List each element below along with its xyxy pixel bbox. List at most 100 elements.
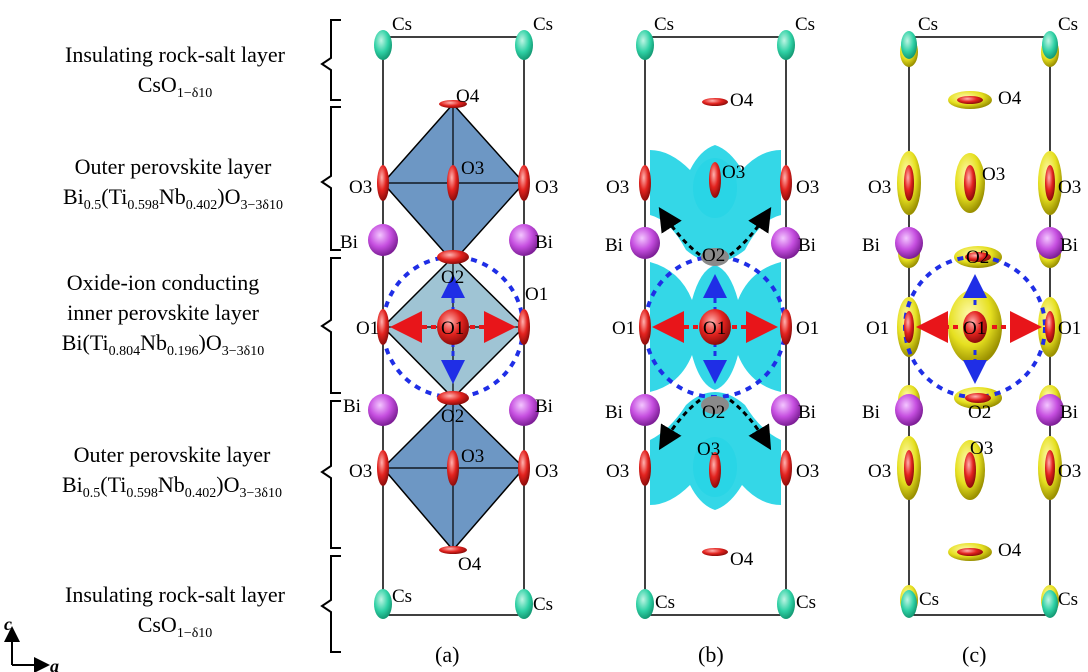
o3-atom: [964, 452, 976, 488]
atom-label: O3: [697, 439, 720, 460]
atom-label: O3: [461, 158, 484, 179]
o3-atom: [377, 165, 389, 201]
layer-name: Insulating rock-salt layer: [65, 582, 285, 607]
axis-c-label: c: [4, 614, 12, 634]
atom-label: O1: [1058, 318, 1081, 339]
o3-atom: [518, 165, 530, 201]
o2-atom: [965, 252, 991, 262]
bracket-inner: [320, 257, 341, 394]
atom-label: O3: [606, 177, 629, 198]
cs-atom: [901, 31, 917, 59]
o1-atom: [639, 309, 651, 345]
cs-atom: [1042, 31, 1058, 59]
bi-atom: [1036, 227, 1064, 259]
atom-label: Bi: [862, 402, 880, 423]
o2-atom: [701, 396, 729, 414]
o4-atom: [957, 96, 983, 104]
o2-atom: [701, 248, 729, 266]
o4-atom: [439, 546, 467, 554]
atom-label: O1: [441, 318, 464, 339]
atom-label: O4: [730, 90, 754, 111]
atom-label: Bi: [862, 235, 880, 256]
layer-formula: Bi0.5(Ti0.598Nb0.402)O3−3δ10: [62, 184, 283, 213]
atom-label: O1: [612, 318, 635, 339]
layer-label-outer-bottom: Outer perovskite layer Bi0.5(Ti0.598Nb0.…: [4, 440, 340, 509]
o3-atom: [447, 450, 459, 486]
atom-label: Cs: [918, 14, 938, 35]
bi-atom: [1036, 394, 1064, 426]
cs-atom: [901, 590, 917, 618]
o3-atom: [904, 450, 914, 486]
atom-label: Bi: [1060, 402, 1078, 423]
o2-atom: [965, 393, 991, 403]
layer-formula: CsO1−δ10: [137, 72, 213, 101]
o3-atom: [780, 165, 792, 201]
atom-label: O4: [730, 549, 754, 570]
layer-name: Insulating rock-salt layer: [65, 42, 285, 67]
bracket-outer-bottom: [320, 400, 341, 549]
layer-name: Outer perovskite layer: [73, 442, 271, 467]
atom-label: O4: [998, 88, 1022, 109]
o3-atom: [639, 165, 651, 201]
atom-label: O1: [356, 318, 379, 339]
layer-name: Oxide-ion conducting: [66, 270, 260, 295]
layer-label-rocksalt-top: Insulating rock-salt layer CsO1−δ10: [20, 40, 330, 109]
layer-name: Outer perovskite layer: [74, 154, 272, 179]
cs-atom: [636, 30, 654, 60]
o3-atom: [904, 165, 914, 201]
atom-label: O3: [722, 162, 745, 183]
atom-label: O3: [461, 446, 484, 467]
layer-brackets: [320, 19, 341, 653]
atom-label: Bi: [535, 232, 553, 253]
layer-formula: CsO1−δ10: [137, 612, 213, 641]
o1-atom: [904, 311, 914, 343]
panel-label-c: (c): [962, 642, 986, 667]
atom-label: O1: [796, 318, 819, 339]
atom-label: Bi: [798, 235, 816, 256]
atom-label: Cs: [919, 589, 939, 610]
cs-atom: [777, 30, 795, 60]
o1-atom: [437, 309, 469, 345]
layer-name-2: inner perovskite layer: [67, 300, 259, 325]
bi-atom: [630, 227, 660, 259]
o3-atom: [377, 450, 389, 486]
bi-atom: [509, 224, 539, 256]
o4-atom: [439, 100, 467, 108]
atom-label: O4: [458, 554, 482, 575]
atom-label: Cs: [655, 592, 675, 613]
atom-label: O2: [441, 406, 464, 427]
o3-atom: [639, 450, 651, 486]
atom-label: Bi: [605, 235, 623, 256]
o1-atom: [518, 309, 530, 345]
layer-label-rocksalt-bottom: Insulating rock-salt layer CsO1−δ10: [20, 580, 330, 649]
layer-label-inner: Oxide-ion conducting inner perovskite la…: [8, 268, 318, 367]
atom-label: O1: [963, 318, 986, 339]
o3-atom: [1045, 165, 1055, 201]
atom-label: O3: [349, 177, 372, 198]
atom-label: O2: [702, 245, 725, 266]
atom-label: O2: [966, 247, 989, 268]
atom-label: Bi: [605, 402, 623, 423]
cs-atom: [636, 589, 654, 619]
cs-atom: [777, 589, 795, 619]
atom-label: O3: [1058, 177, 1081, 198]
bi-atom: [509, 394, 539, 426]
atom-label: O3: [970, 438, 993, 459]
atom-label: O2: [441, 267, 464, 288]
bi-atom: [368, 224, 398, 256]
o3-atom: [447, 165, 459, 201]
o1-atom: [780, 309, 792, 345]
o3-atom: [964, 165, 976, 201]
atom-label: O3: [796, 177, 819, 198]
atom-label: Cs: [392, 14, 412, 35]
layer-formula: Bi(Ti0.804Nb0.196)O3−3δ10: [61, 330, 265, 359]
atom-label: Cs: [654, 14, 674, 35]
axis-indicator: c a: [4, 614, 59, 672]
atom-label: Bi: [535, 396, 553, 417]
atom-label: Bi: [1060, 235, 1078, 256]
atom-label: O3: [535, 177, 558, 198]
bi-atom: [771, 394, 801, 426]
o3-atom: [1045, 450, 1055, 486]
bracket-rocksalt-top: [320, 19, 341, 101]
atom-label: Bi: [798, 402, 816, 423]
